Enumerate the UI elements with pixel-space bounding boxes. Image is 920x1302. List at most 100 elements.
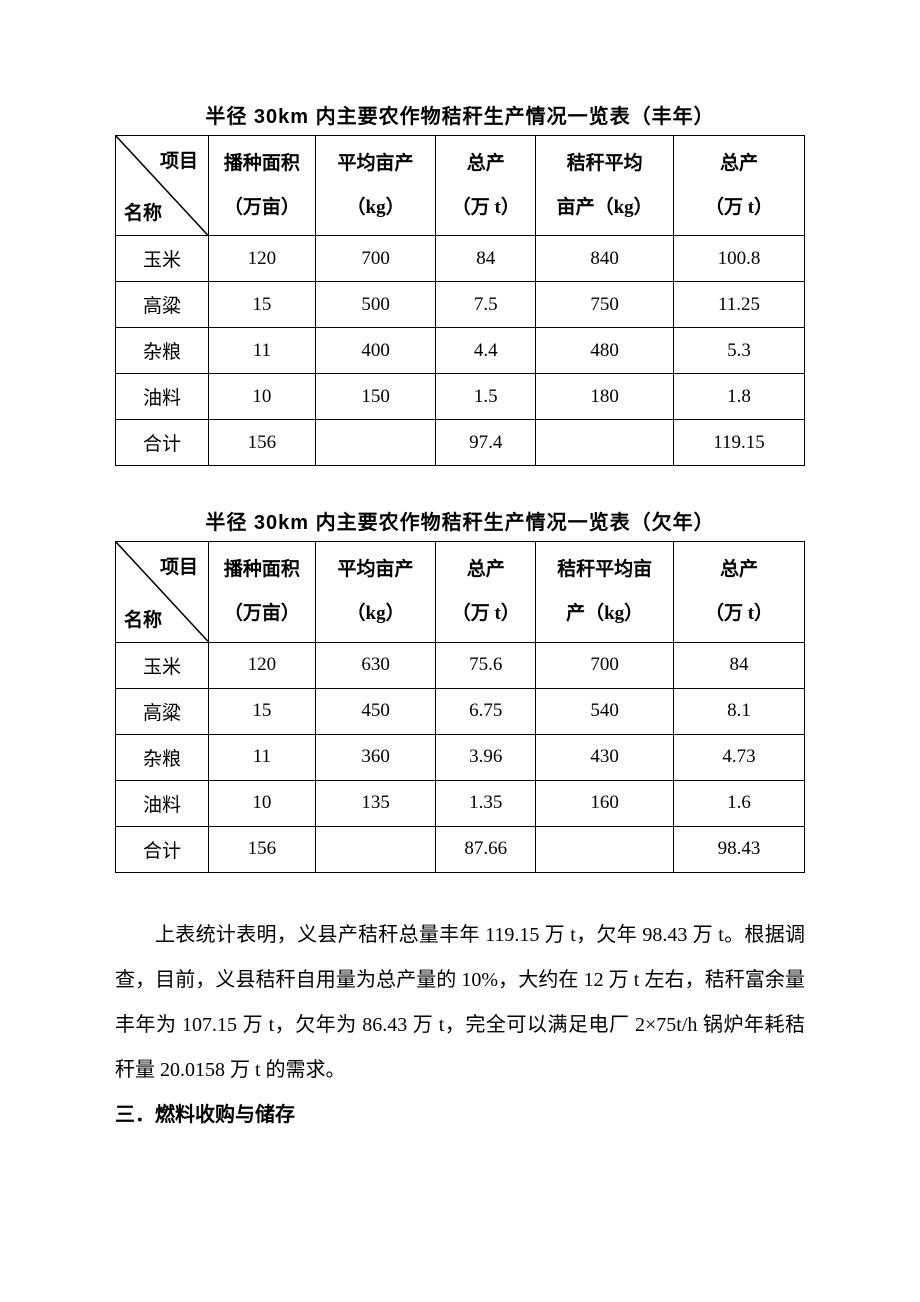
- cell: 480: [536, 328, 674, 374]
- cell: 3.96: [436, 734, 536, 780]
- cell: 84: [674, 642, 805, 688]
- cell: 8.1: [674, 688, 805, 734]
- cell: 100.8: [674, 236, 805, 282]
- cell: 120: [209, 642, 316, 688]
- row-name: 杂粮: [116, 328, 209, 374]
- col-l2: 产（kg）: [536, 592, 673, 636]
- cell: 120: [209, 236, 316, 282]
- table-row: 油料 10 135 1.35 160 1.6: [116, 780, 805, 826]
- table2-diag-top: 项目: [160, 552, 198, 579]
- cell: 75.6: [436, 642, 536, 688]
- table1: 项目 名称 播种面积 （万亩） 平均亩产 （kg） 总产 （万 t） 秸秆平均 …: [115, 135, 805, 466]
- col-l1: 播种面积: [209, 142, 315, 186]
- section-heading: 三．燃料收购与储存: [115, 1093, 805, 1138]
- summary-paragraph: 上表统计表明，义县产秸秆总量丰年 119.15 万 t，欠年 98.43 万 t…: [115, 913, 805, 1093]
- cell: 84: [436, 236, 536, 282]
- col-l2: （万 t）: [436, 186, 535, 230]
- col-l2: （万 t）: [674, 592, 804, 636]
- cell: 156: [209, 826, 316, 872]
- table-row: 杂粮 11 400 4.4 480 5.3: [116, 328, 805, 374]
- cell: 97.4: [436, 420, 536, 466]
- col-l1: 秸秆平均亩: [536, 548, 673, 592]
- table1-title: 半径 30km 内主要农作物秸秆生产情况一览表（丰年）: [115, 100, 805, 129]
- table1-diag-header: 项目 名称: [116, 136, 209, 236]
- cell: 1.8: [674, 374, 805, 420]
- table1-col5-header: 总产 （万 t）: [674, 136, 805, 236]
- table-row: 高粱 15 450 6.75 540 8.1: [116, 688, 805, 734]
- cell: 15: [209, 282, 316, 328]
- table-row: 玉米 120 630 75.6 700 84: [116, 642, 805, 688]
- cell: 11: [209, 328, 316, 374]
- col-l2: （万亩）: [209, 592, 315, 636]
- col-l2: （kg）: [316, 186, 436, 230]
- cell: 1.35: [436, 780, 536, 826]
- cell: [315, 420, 436, 466]
- col-l2: 亩产（kg）: [536, 186, 673, 230]
- table1-col3-header: 总产 （万 t）: [436, 136, 536, 236]
- cell: 119.15: [674, 420, 805, 466]
- cell: 500: [315, 282, 436, 328]
- col-l2: （万 t）: [436, 592, 535, 636]
- cell: 160: [536, 780, 674, 826]
- cell: 750: [536, 282, 674, 328]
- cell: 1.6: [674, 780, 805, 826]
- cell: 87.66: [436, 826, 536, 872]
- col-l2: （万亩）: [209, 186, 315, 230]
- cell: 630: [315, 642, 436, 688]
- row-name: 杂粮: [116, 734, 209, 780]
- table1-diag-bot: 名称: [124, 198, 162, 225]
- cell: 700: [315, 236, 436, 282]
- table2-col4-header: 秸秆平均亩 产（kg）: [536, 542, 674, 642]
- cell: 700: [536, 642, 674, 688]
- cell: 4.4: [436, 328, 536, 374]
- cell: 400: [315, 328, 436, 374]
- table2-diag-bot: 名称: [124, 605, 162, 632]
- table2-col1-header: 播种面积 （万亩）: [209, 542, 316, 642]
- cell: [315, 826, 436, 872]
- cell: 15: [209, 688, 316, 734]
- col-l1: 秸秆平均: [536, 142, 673, 186]
- cell: 450: [315, 688, 436, 734]
- table2-col3-header: 总产 （万 t）: [436, 542, 536, 642]
- col-l1: 平均亩产: [316, 548, 436, 592]
- table1-col4-header: 秸秆平均 亩产（kg）: [536, 136, 674, 236]
- row-name: 油料: [116, 374, 209, 420]
- table1-col1-header: 播种面积 （万亩）: [209, 136, 316, 236]
- row-name: 玉米: [116, 236, 209, 282]
- cell: 11: [209, 734, 316, 780]
- table1-header-row: 项目 名称 播种面积 （万亩） 平均亩产 （kg） 总产 （万 t） 秸秆平均 …: [116, 136, 805, 236]
- row-name: 玉米: [116, 642, 209, 688]
- cell: 180: [536, 374, 674, 420]
- table-row: 玉米 120 700 84 840 100.8: [116, 236, 805, 282]
- cell: 360: [315, 734, 436, 780]
- cell: [536, 826, 674, 872]
- col-l1: 平均亩产: [316, 142, 436, 186]
- table-row: 油料 10 150 1.5 180 1.8: [116, 374, 805, 420]
- col-l1: 总产: [674, 142, 804, 186]
- table2-diag-header: 项目 名称: [116, 542, 209, 642]
- table-row: 合计 156 87.66 98.43: [116, 826, 805, 872]
- cell: 4.73: [674, 734, 805, 780]
- table2-title: 半径 30km 内主要农作物秸秆生产情况一览表（欠年）: [115, 506, 805, 535]
- cell: 430: [536, 734, 674, 780]
- table1-col2-header: 平均亩产 （kg）: [315, 136, 436, 236]
- cell: 10: [209, 780, 316, 826]
- cell: 150: [315, 374, 436, 420]
- row-name: 合计: [116, 420, 209, 466]
- col-l1: 播种面积: [209, 548, 315, 592]
- col-l1: 总产: [436, 142, 535, 186]
- row-name: 合计: [116, 826, 209, 872]
- table2: 项目 名称 播种面积 （万亩） 平均亩产 （kg） 总产 （万 t） 秸秆平均亩…: [115, 541, 805, 872]
- col-l1: 总产: [436, 548, 535, 592]
- cell: 540: [536, 688, 674, 734]
- col-l1: 总产: [674, 548, 804, 592]
- row-name: 高粱: [116, 688, 209, 734]
- table1-diag-top: 项目: [160, 146, 198, 173]
- row-name: 油料: [116, 780, 209, 826]
- cell: 11.25: [674, 282, 805, 328]
- cell: 156: [209, 420, 316, 466]
- cell: 7.5: [436, 282, 536, 328]
- cell: 1.5: [436, 374, 536, 420]
- col-l2: （kg）: [316, 592, 436, 636]
- table2-header-row: 项目 名称 播种面积 （万亩） 平均亩产 （kg） 总产 （万 t） 秸秆平均亩…: [116, 542, 805, 642]
